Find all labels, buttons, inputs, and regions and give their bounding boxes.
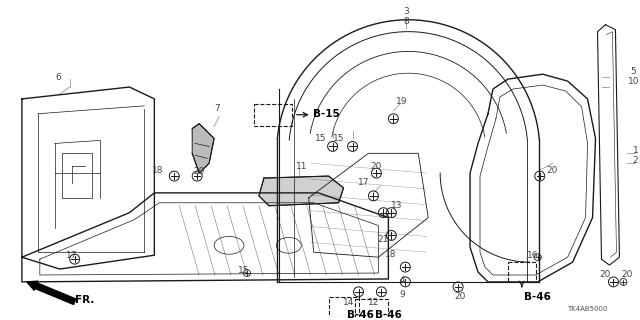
Text: 18: 18 [385,250,396,259]
Text: 3: 3 [403,7,409,16]
Text: 14: 14 [343,298,354,307]
Text: 21: 21 [378,235,389,244]
Bar [355,299,388,320]
Text: B-46: B-46 [524,292,551,302]
Text: 4: 4 [399,276,405,285]
FancyArrow shape [27,281,76,304]
Text: B-46: B-46 [375,309,402,320]
Text: 20: 20 [193,167,205,176]
Bar [328,297,358,316]
Text: 20: 20 [621,270,633,279]
Text: TK4AB5000: TK4AB5000 [567,306,608,312]
Polygon shape [192,124,214,173]
Text: 18: 18 [152,166,163,175]
Text: FR.: FR. [75,295,94,305]
Polygon shape [259,176,344,206]
Text: 17: 17 [66,251,77,260]
Text: 20: 20 [371,162,382,171]
Text: 8: 8 [403,17,409,26]
Text: 20: 20 [600,270,611,279]
Text: 7: 7 [214,104,220,113]
Text: 15: 15 [315,134,326,143]
Text: 10: 10 [628,76,639,86]
Text: 2: 2 [632,156,638,165]
Bar [508,262,536,282]
Text: 13: 13 [390,201,402,210]
Text: 20: 20 [546,166,557,175]
Text: 5: 5 [630,67,636,76]
Text: 19: 19 [396,97,407,106]
Bar [61,153,92,198]
Text: 16: 16 [527,251,538,260]
Text: 6: 6 [55,73,61,82]
Text: 12: 12 [368,298,379,307]
Bar [254,104,292,126]
Text: 9: 9 [399,290,405,299]
Text: 11: 11 [296,162,307,171]
Text: 15: 15 [238,266,250,275]
Text: B-46: B-46 [347,309,374,320]
Text: 15: 15 [333,134,344,143]
Text: 20: 20 [454,292,466,301]
Text: 1: 1 [632,146,638,155]
Text: B-15: B-15 [313,109,340,119]
Text: 17: 17 [358,179,369,188]
